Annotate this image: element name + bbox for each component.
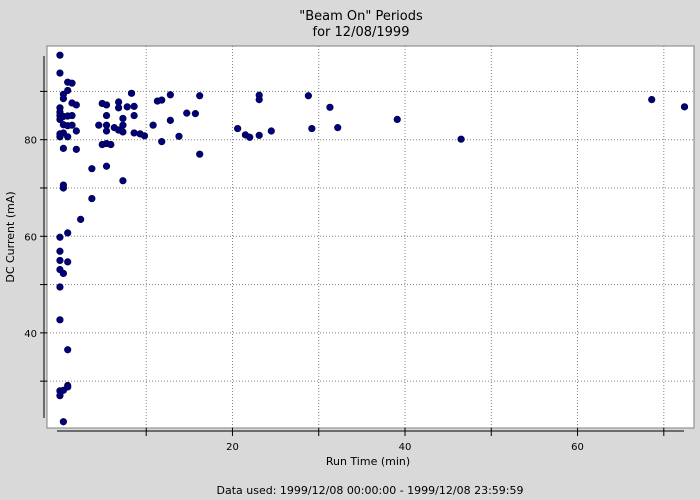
y-tick-label: 80	[24, 136, 37, 147]
data-point	[255, 96, 263, 104]
grid-lines	[47, 46, 694, 428]
data-point	[130, 111, 138, 120]
data-point	[115, 104, 123, 112]
data-point	[308, 124, 316, 133]
data-point	[183, 109, 191, 117]
chart-title: "Beam On" Periods	[299, 9, 423, 24]
data-point	[107, 140, 115, 149]
data-point	[56, 233, 64, 241]
data-point	[102, 101, 111, 109]
plot-area	[46, 45, 695, 429]
data-point	[680, 103, 689, 111]
data-point	[196, 150, 204, 158]
data-point	[196, 92, 204, 100]
data-point	[72, 101, 80, 109]
data-point	[95, 121, 103, 129]
data-point	[334, 124, 342, 132]
data-point	[59, 418, 67, 426]
data-point	[72, 127, 80, 135]
data-point	[166, 116, 174, 124]
x-tick-label: 40	[399, 442, 412, 453]
data-point	[166, 91, 174, 99]
x-tick-label: 20	[226, 442, 239, 453]
data-point	[64, 133, 72, 141]
data-point	[59, 184, 67, 192]
y-tick-labels: 40 60 80	[24, 136, 37, 340]
data-point	[255, 131, 263, 139]
data-point	[102, 127, 111, 135]
data-point	[246, 133, 254, 141]
data-point	[77, 215, 85, 223]
data-point	[457, 135, 465, 143]
data-point	[56, 256, 64, 265]
x-axis-label: Run Time (min)	[326, 455, 410, 468]
data-point	[59, 95, 67, 103]
y-tick-label: 40	[24, 329, 37, 340]
data-point	[149, 121, 157, 129]
data-point	[648, 96, 656, 104]
data-point	[304, 92, 312, 100]
data-point	[68, 121, 76, 129]
data-point	[119, 177, 127, 185]
data-point	[56, 392, 64, 400]
data-range-footer: Data used: 1999/12/08 00:00:00 - 1999/12…	[217, 484, 524, 497]
data-point	[56, 283, 64, 291]
data-point	[72, 145, 80, 153]
data-point	[119, 121, 127, 129]
y-tick-label: 60	[24, 232, 37, 243]
data-points	[56, 51, 689, 426]
data-point	[56, 51, 64, 59]
data-point	[64, 258, 72, 266]
data-point	[326, 103, 334, 111]
data-point	[68, 111, 76, 120]
data-point	[56, 69, 64, 77]
data-point	[158, 96, 166, 104]
data-point	[59, 269, 67, 278]
data-point	[191, 110, 199, 118]
data-point	[158, 138, 166, 146]
data-point	[64, 86, 72, 95]
data-point	[64, 346, 72, 354]
data-point	[267, 127, 275, 135]
data-point	[130, 102, 138, 110]
y-axis-label: DC Current (mA)	[4, 191, 17, 282]
data-point	[68, 79, 76, 87]
data-point	[123, 103, 131, 111]
x-tick-labels: 20 40 60	[226, 442, 584, 453]
data-point	[59, 144, 67, 152]
chart-subtitle: for 12/08/1999	[313, 25, 410, 40]
data-point	[140, 132, 149, 140]
data-point	[234, 124, 242, 133]
axis-ticks	[40, 56, 684, 436]
data-point	[64, 229, 72, 237]
data-point	[56, 316, 64, 324]
data-point	[102, 111, 111, 120]
data-point	[119, 114, 127, 123]
data-point	[64, 383, 72, 391]
data-point	[130, 129, 138, 137]
data-point	[175, 132, 183, 140]
x-tick-label: 60	[571, 442, 584, 453]
data-point	[88, 195, 96, 203]
data-point	[88, 165, 96, 173]
data-point	[119, 128, 127, 136]
data-point	[393, 115, 401, 124]
data-point	[56, 247, 64, 255]
data-point	[102, 162, 111, 170]
data-point	[127, 89, 136, 97]
